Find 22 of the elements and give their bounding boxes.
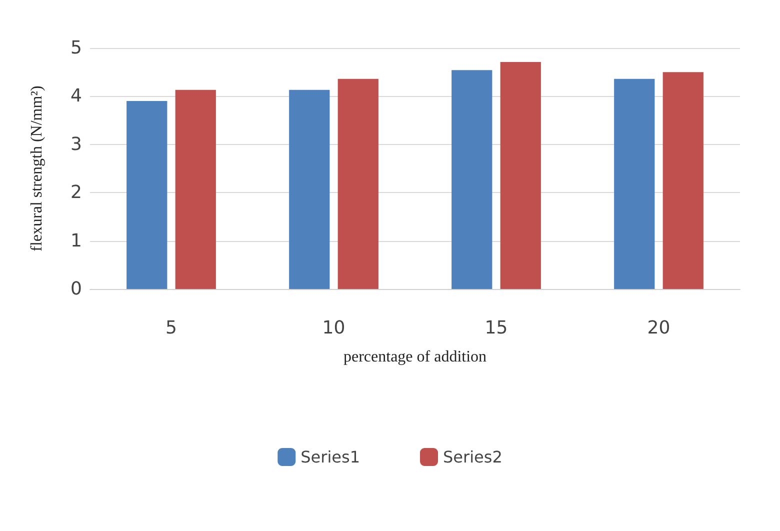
legend-label: Series1 [300, 448, 360, 466]
bar [662, 72, 704, 289]
bar [452, 70, 492, 289]
legend-label: Series2 [443, 448, 502, 466]
y-tick-label: 0 [70, 278, 82, 300]
y-tick-label: 5 [70, 38, 82, 58]
y-tick-label: 4 [70, 86, 82, 107]
y-tick-label: 2 [70, 182, 82, 204]
bar [126, 101, 168, 289]
x-tick-label: 15 [484, 318, 508, 338]
x-tick-label: 20 [647, 318, 670, 338]
bar [500, 62, 541, 289]
x-tick-label: 10 [322, 318, 346, 338]
x-tick-label: 5 [166, 318, 177, 338]
y-tick-label: 1 [70, 230, 82, 252]
y-axis-title: flexural strength (N/mm²) [28, 86, 46, 252]
bar [289, 90, 330, 289]
y-tick-label: 3 [70, 134, 82, 155]
bar [614, 78, 655, 289]
bar [338, 78, 378, 289]
x-axis-title: percentage of addition [343, 348, 487, 366]
bar [175, 90, 216, 289]
